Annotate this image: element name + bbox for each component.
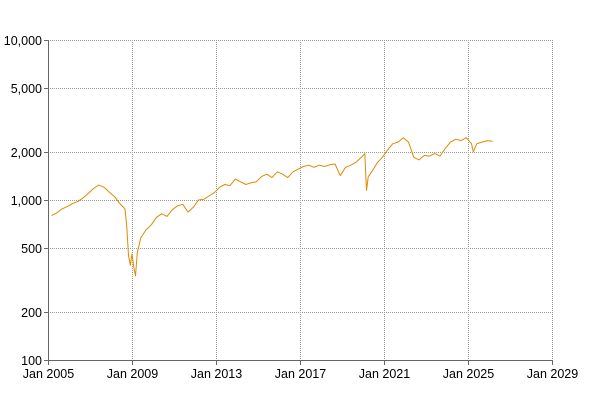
grid bbox=[48, 40, 553, 360]
y-tick-label: 200 bbox=[21, 306, 42, 320]
x-tick-label: Jan 2029 bbox=[527, 367, 578, 381]
y-tick-label: 100 bbox=[21, 354, 42, 368]
y-tick-label: 5,000 bbox=[11, 82, 42, 96]
x-tick-label: Jan 2025 bbox=[443, 367, 494, 381]
y-tick-label: 10,000 bbox=[4, 34, 42, 48]
x-tick-label: Jan 2009 bbox=[107, 367, 158, 381]
x-tick-label: Jan 2005 bbox=[23, 367, 74, 381]
x-tick-label: Jan 2017 bbox=[275, 367, 326, 381]
x-tick-label: Jan 2013 bbox=[191, 367, 242, 381]
series-layer bbox=[51, 137, 493, 277]
y-tick-label: 500 bbox=[21, 242, 42, 256]
series-line bbox=[51, 137, 493, 277]
axes bbox=[44, 40, 553, 365]
y-tick-label: 1,000 bbox=[11, 194, 42, 208]
x-tick-label: Jan 2021 bbox=[359, 367, 410, 381]
y-tick-label: 2,000 bbox=[11, 146, 42, 160]
